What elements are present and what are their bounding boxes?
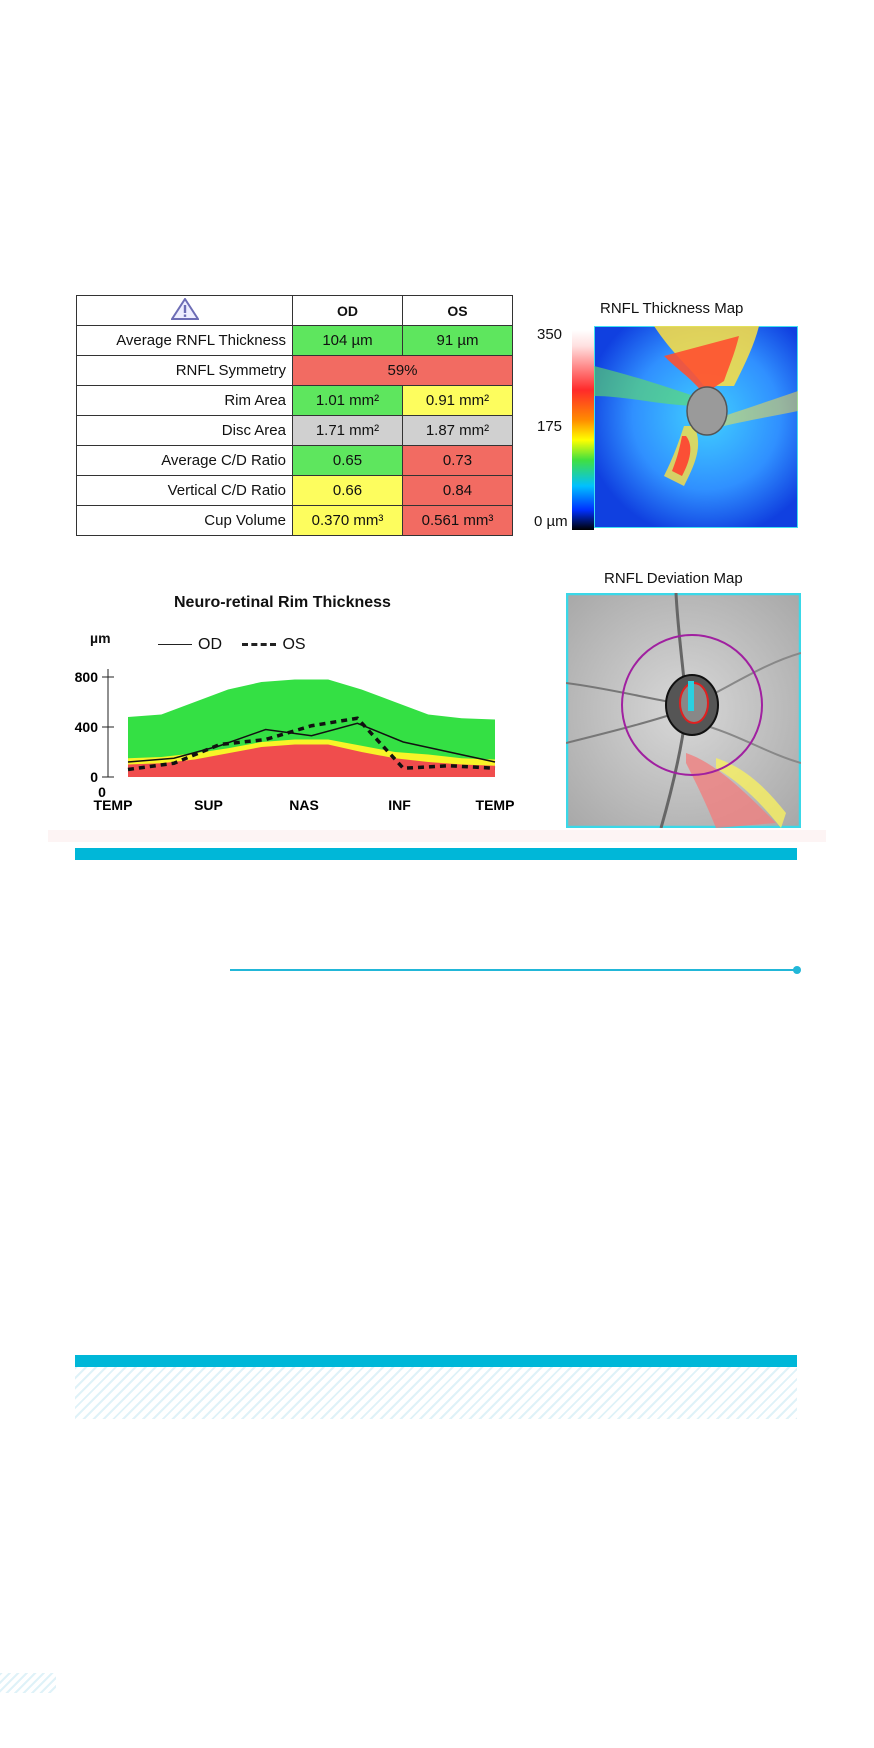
row-label: RNFL Symmetry bbox=[76, 355, 293, 386]
os-value: 0.91 mm² bbox=[402, 385, 513, 416]
x-tick-label: TEMP bbox=[476, 797, 515, 813]
header-od: OD bbox=[292, 295, 403, 326]
y-tick-label: 400 bbox=[75, 719, 99, 735]
table-row: Vertical C/D Ratio 0.66 0.84 bbox=[76, 475, 513, 506]
table-row: Cup Volume 0.370 mm³ 0.561 mm³ bbox=[76, 505, 513, 536]
table-row: Average C/D Ratio 0.65 0.73 bbox=[76, 445, 513, 476]
od-value: 0.370 mm³ bbox=[292, 505, 403, 536]
table-row: Disc Area 1.71 mm² 1.87 mm² bbox=[76, 415, 513, 446]
outside-normal-band bbox=[128, 744, 495, 777]
symmetry-value: 59% bbox=[292, 355, 513, 386]
thickness-color-scale bbox=[572, 330, 594, 530]
section-divider bbox=[75, 848, 797, 860]
light-band bbox=[48, 830, 826, 842]
deviation-map-image bbox=[566, 593, 801, 828]
x-zero-label: 0 bbox=[98, 784, 106, 800]
deviation-map-title: RNFL Deviation Map bbox=[604, 570, 743, 587]
od-value: 0.65 bbox=[292, 445, 403, 476]
rule-end-dot bbox=[793, 966, 801, 974]
row-label: Vertical C/D Ratio bbox=[76, 475, 293, 506]
row-label: Average C/D Ratio bbox=[76, 445, 293, 476]
y-tick-label: 0 bbox=[90, 769, 98, 785]
os-value: 91 µm bbox=[402, 325, 513, 356]
warning-icon bbox=[169, 297, 200, 320]
row-label: Rim Area bbox=[76, 385, 293, 416]
y-tick-label: 800 bbox=[75, 669, 99, 685]
thin-rule bbox=[230, 969, 798, 971]
os-value: 1.87 mm² bbox=[402, 415, 513, 446]
warning-icon-cell bbox=[76, 295, 293, 326]
row-label: Average RNFL Thickness bbox=[76, 325, 293, 356]
legend-os-line bbox=[242, 643, 277, 647]
y-axis-unit: µm bbox=[90, 630, 111, 646]
od-value: 104 µm bbox=[292, 325, 403, 356]
od-value: 0.66 bbox=[292, 475, 403, 506]
series-line-os bbox=[127, 716, 496, 772]
os-value: 0.84 bbox=[402, 475, 513, 506]
chart-title: Neuro-retinal Rim Thickness bbox=[174, 594, 391, 611]
row-label: Disc Area bbox=[76, 415, 293, 446]
hatched-band bbox=[75, 1367, 797, 1419]
series-line-od bbox=[127, 722, 496, 763]
metrics-table: OD OS Average RNFL Thickness 104 µm 91 µ… bbox=[76, 295, 513, 536]
x-tick-label: TEMP bbox=[94, 797, 133, 813]
os-value: 0.73 bbox=[402, 445, 513, 476]
chart-legend: OD OS bbox=[158, 636, 306, 654]
table-row: RNFL Symmetry 59% bbox=[76, 355, 513, 386]
legend-od-line bbox=[158, 644, 192, 646]
x-tick-label: NAS bbox=[289, 797, 319, 813]
legend-od-label: OD bbox=[198, 636, 222, 653]
thickness-map-title: RNFL Thickness Map bbox=[600, 300, 744, 317]
table-row: Average RNFL Thickness 104 µm 91 µm bbox=[76, 325, 513, 356]
header-os: OS bbox=[402, 295, 513, 326]
row-label: Cup Volume bbox=[76, 505, 293, 536]
od-value: 1.71 mm² bbox=[292, 415, 403, 446]
scale-max-label: 350 bbox=[537, 326, 563, 343]
os-value: 0.561 mm³ bbox=[402, 505, 513, 536]
bottom-divider bbox=[75, 1355, 797, 1367]
thickness-map-image bbox=[594, 326, 798, 528]
x-tick-label: INF bbox=[388, 797, 411, 813]
x-tick-label: SUP bbox=[194, 797, 223, 813]
scale-mid-label: 175 bbox=[537, 418, 563, 435]
corner-hatch bbox=[0, 1673, 56, 1693]
table-row: Rim Area 1.01 mm² 0.91 mm² bbox=[76, 385, 513, 416]
od-value: 1.01 mm² bbox=[292, 385, 403, 416]
legend-os-label: OS bbox=[282, 636, 306, 653]
scale-min-label: 0 µm bbox=[534, 513, 568, 530]
